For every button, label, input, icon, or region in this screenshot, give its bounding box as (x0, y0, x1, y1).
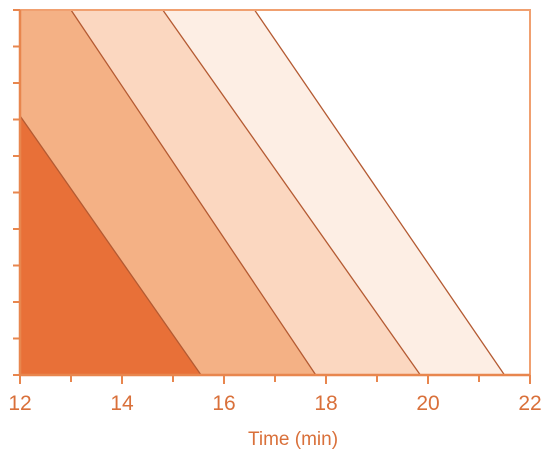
x-tick-label: 22 (518, 392, 541, 415)
boundary-line-layer (19, 9, 506, 376)
boundary-line-4 (254, 9, 506, 376)
x-tick-label: 12 (8, 392, 31, 415)
y-axis (13, 9, 22, 376)
boundary-line-2 (70, 9, 317, 376)
x-axis-title: Time (min) (248, 429, 338, 450)
boundary-line-3 (162, 9, 421, 376)
x-tick-label: 18 (314, 392, 337, 415)
x-axis: 12 14 16 18 20 22 (8, 373, 542, 415)
boundary-line-1 (19, 115, 202, 376)
x-tick-label: 20 (416, 392, 439, 415)
x-tick-label: 16 (212, 392, 235, 415)
band-layer (20, 10, 505, 375)
x-tick-label: 14 (110, 392, 134, 415)
